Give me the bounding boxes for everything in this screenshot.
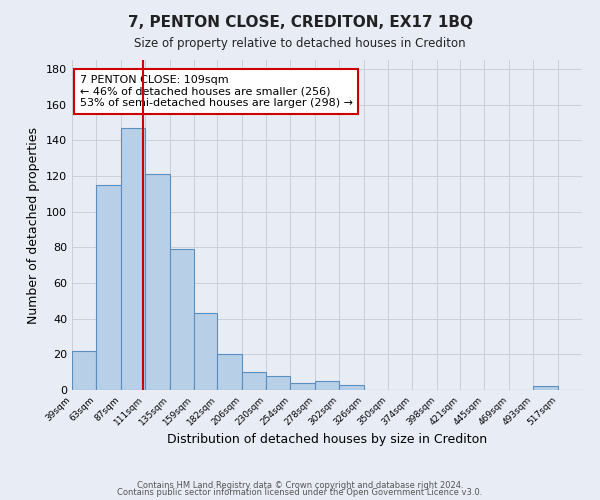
Y-axis label: Number of detached properties: Number of detached properties xyxy=(28,126,40,324)
Bar xyxy=(266,376,290,390)
Text: Contains public sector information licensed under the Open Government Licence v3: Contains public sector information licen… xyxy=(118,488,482,497)
Bar xyxy=(339,384,364,390)
Text: 7, PENTON CLOSE, CREDITON, EX17 1BQ: 7, PENTON CLOSE, CREDITON, EX17 1BQ xyxy=(128,15,473,30)
Text: 7 PENTON CLOSE: 109sqm
← 46% of detached houses are smaller (256)
53% of semi-de: 7 PENTON CLOSE: 109sqm ← 46% of detached… xyxy=(80,75,353,108)
Bar xyxy=(290,383,315,390)
X-axis label: Distribution of detached houses by size in Crediton: Distribution of detached houses by size … xyxy=(167,432,487,446)
Text: Contains HM Land Registry data © Crown copyright and database right 2024.: Contains HM Land Registry data © Crown c… xyxy=(137,480,463,490)
Bar xyxy=(97,185,121,390)
Bar xyxy=(145,174,170,390)
Bar xyxy=(121,128,145,390)
Bar xyxy=(217,354,242,390)
Bar xyxy=(170,249,194,390)
Bar xyxy=(315,381,339,390)
Text: Size of property relative to detached houses in Crediton: Size of property relative to detached ho… xyxy=(134,38,466,51)
Bar xyxy=(194,314,217,390)
Bar xyxy=(72,351,97,390)
Bar xyxy=(533,386,557,390)
Bar xyxy=(242,372,266,390)
